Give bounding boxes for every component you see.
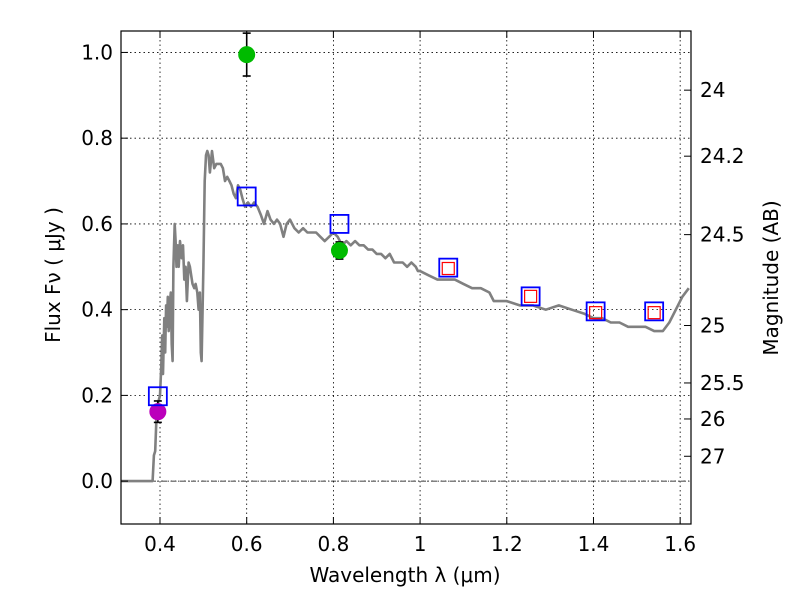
right-tick-label: 24.2	[700, 144, 745, 168]
grid-layer	[121, 31, 691, 524]
model-band-square-inner	[524, 289, 538, 303]
series-layer	[121, 32, 690, 483]
right-tick-label: 25.5	[700, 371, 745, 395]
plot-frame	[120, 30, 692, 525]
model-band-square-inner	[647, 306, 661, 320]
x-axis-title: Wavelength λ (μm)	[309, 563, 500, 587]
right-tick-label: 24.5	[700, 223, 745, 247]
observed-point	[330, 241, 348, 259]
x-tick-label: 1.6	[664, 532, 696, 556]
y-axis-title: Flux Fν ( μJy )	[41, 207, 65, 343]
observed-point	[149, 403, 167, 421]
y-tick-label: 0.4	[81, 298, 113, 322]
right-tick-label: 24	[700, 78, 725, 102]
tick-layer: 0.4 0.6 0.8 1 1.2 1.4 1.6 0.0 0.2 0.4 0.6 0.8 1.0 24 2…	[81, 31, 745, 556]
model-band-square-inner	[441, 261, 455, 276]
model-band-square	[644, 301, 665, 322]
y-tick-label: 0.2	[81, 383, 113, 407]
model-band-square	[585, 301, 606, 322]
model-band-square	[147, 386, 168, 407]
right-axis-title: Magnitude (AB)	[759, 200, 783, 355]
right-tick-label: 25	[700, 314, 725, 338]
model-band-square	[438, 257, 459, 278]
y-tick-label: 0.6	[81, 212, 113, 236]
y-tick-label: 0.0	[81, 469, 113, 493]
model-band-square-inner	[589, 306, 603, 320]
model-band-square	[520, 286, 541, 307]
x-tick-label: 1.2	[491, 532, 523, 556]
right-tick-label: 27	[700, 444, 725, 468]
right-tick-label: 26	[700, 407, 725, 431]
x-tick-label: 0.6	[231, 532, 263, 556]
y-tick-label: 1.0	[81, 40, 113, 64]
x-tick-label: 1	[414, 532, 427, 556]
x-tick-label: 0.4	[144, 532, 176, 556]
model-band-square	[329, 214, 350, 234]
y-tick-label: 0.8	[81, 126, 113, 150]
sed-model-line	[121, 149, 690, 483]
observed-point	[238, 46, 256, 64]
x-tick-label: 0.8	[317, 532, 349, 556]
model-band-square	[236, 186, 257, 207]
x-tick-label: 1.4	[578, 532, 610, 556]
